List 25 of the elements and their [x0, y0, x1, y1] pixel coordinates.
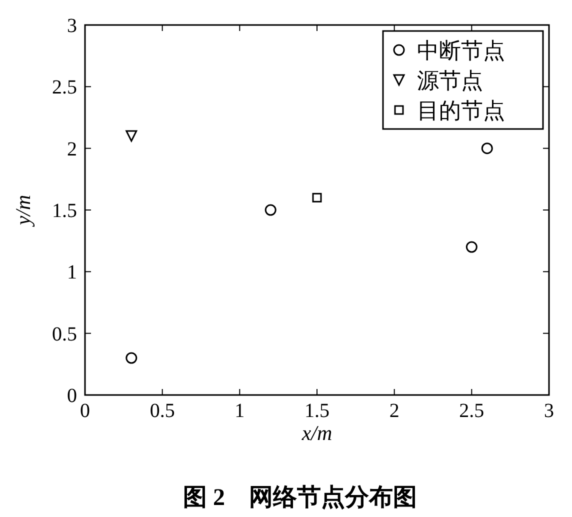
x-tick-label: 1	[234, 400, 245, 422]
legend-label: 目的节点	[417, 98, 505, 123]
y-tick-label: 0.5	[52, 323, 77, 346]
x-tick-label: 0.5	[150, 400, 175, 422]
legend-label: 中断节点	[417, 38, 505, 63]
point	[466, 241, 478, 253]
point	[312, 192, 322, 202]
x-tick-label: 2.5	[459, 400, 484, 422]
x-axis-title: x/m	[300, 421, 332, 445]
x-tick-label: 1.5	[304, 400, 330, 422]
point	[481, 142, 493, 154]
point	[264, 204, 276, 216]
y-tick-label: 3	[67, 15, 77, 37]
y-tick-label: 1	[67, 262, 77, 284]
y-tick-label: 2	[67, 138, 77, 160]
y-tick-label: 2.5	[52, 76, 77, 99]
caption: 图 2 网络节点分布图	[183, 484, 417, 511]
y-tick-label: 1.5	[52, 200, 77, 222]
legend-label: 源节点	[417, 68, 483, 93]
x-tick-label: 2	[389, 400, 400, 422]
x-tick-label: 3	[544, 400, 554, 422]
point	[126, 352, 138, 364]
point	[126, 130, 138, 142]
y-axis-title: y/m	[11, 194, 35, 228]
y-tick-label: 0	[67, 385, 77, 407]
